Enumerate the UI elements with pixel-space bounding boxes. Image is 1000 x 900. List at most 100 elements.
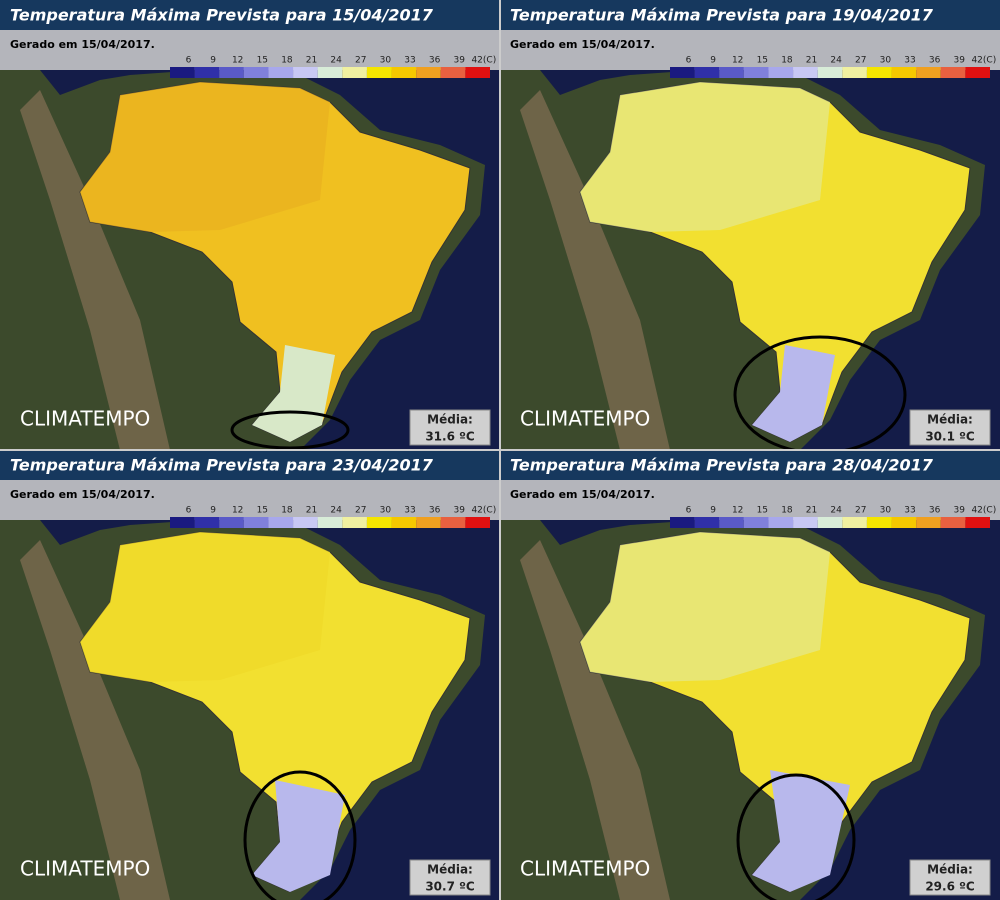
legend-label: 24 xyxy=(330,506,342,516)
header-strip xyxy=(0,30,500,70)
legend-swatch xyxy=(465,67,490,78)
legend-label: 30 xyxy=(880,56,892,66)
legend-label: 21 xyxy=(306,506,317,516)
legend-swatch xyxy=(391,517,417,528)
legend-swatch xyxy=(940,67,966,78)
legend-swatch xyxy=(243,67,269,78)
legend-label: 39 xyxy=(954,506,966,516)
legend-label: 18 xyxy=(281,56,293,66)
legend-label: 15 xyxy=(757,506,768,516)
legend-swatch xyxy=(768,517,794,528)
media-value: 30.7 ºC xyxy=(425,880,475,894)
south-region xyxy=(752,770,850,892)
legend-swatch xyxy=(842,517,867,528)
legend-swatch xyxy=(243,517,269,528)
legend-swatch xyxy=(743,517,769,528)
legend-label: 18 xyxy=(781,506,793,516)
legend-swatch xyxy=(891,517,917,528)
legend-swatch xyxy=(793,517,818,528)
legend-swatch xyxy=(465,517,490,528)
legend-swatch xyxy=(342,67,367,78)
generated-date: Gerado em 15/04/2017. xyxy=(10,488,155,501)
legend-label: 18 xyxy=(281,506,293,516)
legend-swatch xyxy=(817,517,843,528)
media-value: 29.6 ºC xyxy=(925,880,975,894)
legend-swatch xyxy=(440,67,466,78)
andes xyxy=(20,90,170,450)
legend-label: 9 xyxy=(210,506,216,516)
media-box xyxy=(909,409,991,446)
legend-swatch xyxy=(891,67,917,78)
legend-swatch xyxy=(743,67,769,78)
legend-label: 21 xyxy=(306,56,317,66)
legend-swatch xyxy=(317,67,343,78)
legend-label: 18 xyxy=(781,56,793,66)
legend-label: 6 xyxy=(686,506,692,516)
highlight-circle xyxy=(243,770,357,900)
legend-label: 30 xyxy=(380,506,392,516)
map-panel: Temperatura Máxima Prevista para 15/04/2… xyxy=(0,0,500,450)
legend-swatch xyxy=(965,67,990,78)
panel-title: Temperatura Máxima Prevista para 28/04/2… xyxy=(510,456,934,475)
legend-swatch xyxy=(793,67,818,78)
legend-label: 36 xyxy=(429,56,441,66)
legend-swatch xyxy=(866,517,892,528)
legend-label: 27 xyxy=(355,56,366,66)
media-label: Média: xyxy=(927,863,973,877)
legend-swatch xyxy=(940,517,966,528)
south-region xyxy=(252,345,335,442)
legend-label: 6 xyxy=(186,56,192,66)
media-box xyxy=(409,409,491,446)
legend-swatch xyxy=(219,517,244,528)
brazil-north xyxy=(580,532,830,682)
legend-label: 33 xyxy=(404,506,415,516)
legend-swatch xyxy=(916,517,941,528)
legend-label: 15 xyxy=(257,56,268,66)
legend-swatch xyxy=(317,517,343,528)
legend-label: 9 xyxy=(710,56,716,66)
south-region xyxy=(752,345,835,442)
andes xyxy=(520,540,670,900)
legend-label: 6 xyxy=(686,56,692,66)
legend-swatch xyxy=(916,67,941,78)
legend-label: 42(C) xyxy=(971,506,996,516)
title-bar xyxy=(500,0,1000,30)
highlight-circle xyxy=(230,410,350,450)
legend-swatch xyxy=(440,517,466,528)
legend-label: 12 xyxy=(732,56,743,66)
legend-label: 36 xyxy=(929,56,941,66)
legend-swatch xyxy=(268,67,294,78)
media-value: 30.1 ºC xyxy=(925,430,975,444)
legend-swatch xyxy=(293,517,318,528)
legend-label: 9 xyxy=(210,56,216,66)
legend-label: 21 xyxy=(806,506,817,516)
legend-swatch xyxy=(817,67,843,78)
legend-swatch xyxy=(170,517,195,528)
legend-swatch xyxy=(219,67,244,78)
header-strip xyxy=(500,480,1000,520)
legend-label: 27 xyxy=(855,56,866,66)
legend-swatch xyxy=(366,67,392,78)
media-value: 31.6 ºC xyxy=(425,430,475,444)
media-box xyxy=(909,859,991,896)
brand: CLIMATEMPO xyxy=(20,857,150,881)
header-strip xyxy=(0,480,500,520)
media-box xyxy=(409,859,491,896)
legend-label: 33 xyxy=(904,506,915,516)
legend-label: 42(C) xyxy=(471,56,496,66)
legend-label: 9 xyxy=(710,506,716,516)
legend-label: 39 xyxy=(954,56,966,66)
legend-label: 12 xyxy=(732,506,743,516)
panel-title: Temperatura Máxima Prevista para 23/04/2… xyxy=(10,456,434,475)
legend-swatch xyxy=(416,67,441,78)
legend-label: 39 xyxy=(454,56,466,66)
legend-label: 24 xyxy=(330,56,342,66)
media-label: Média: xyxy=(427,863,473,877)
legend-label: 36 xyxy=(429,506,441,516)
generated-date: Gerado em 15/04/2017. xyxy=(510,488,655,501)
generated-date: Gerado em 15/04/2017. xyxy=(510,38,655,51)
header-strip xyxy=(500,30,1000,70)
legend-label: 33 xyxy=(404,56,415,66)
legend-label: 27 xyxy=(355,506,366,516)
